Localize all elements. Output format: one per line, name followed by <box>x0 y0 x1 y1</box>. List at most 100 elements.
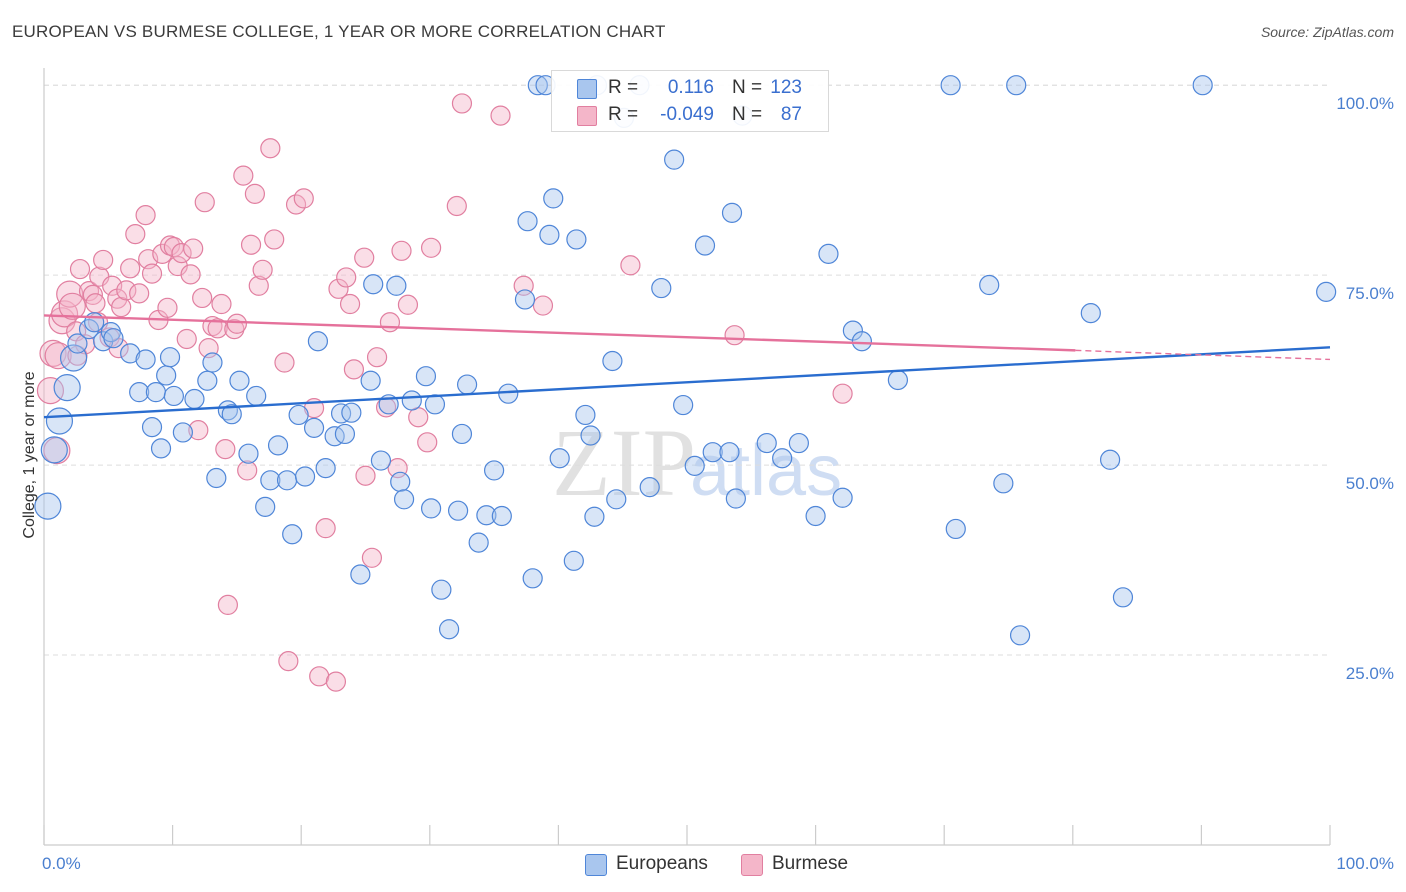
data-point <box>360 370 381 391</box>
data-point <box>1112 587 1134 608</box>
burmese-r-value: -0.049 <box>660 104 714 125</box>
data-point <box>120 258 141 279</box>
data-point <box>420 237 442 258</box>
data-point <box>233 165 254 186</box>
x-tick-label: 0.0% <box>42 854 81 873</box>
data-point <box>307 331 329 352</box>
data-point <box>832 487 853 508</box>
data-point <box>192 287 213 309</box>
data-point <box>397 294 419 315</box>
data-point <box>522 568 543 589</box>
tick-labels: 25.0% 50.0% 75.0% 100.0% 0.0% 100.0% <box>42 94 1394 873</box>
data-point <box>415 366 437 387</box>
data-point <box>309 666 330 687</box>
data-point <box>129 283 150 304</box>
europeans-trend-line <box>43 346 1331 419</box>
data-point <box>240 234 262 255</box>
data-point <box>417 432 438 453</box>
trend-lines <box>43 314 1331 419</box>
data-point <box>721 202 743 223</box>
data-point <box>424 394 446 415</box>
data-point <box>664 149 685 170</box>
data-point <box>267 435 289 456</box>
data-point <box>129 382 150 403</box>
data-point <box>887 369 909 391</box>
data-point <box>379 312 401 333</box>
chart-title: EUROPEAN VS BURMESE COLLEGE, 1 YEAR OR M… <box>12 22 666 41</box>
data-point <box>224 318 245 340</box>
data-point <box>391 240 412 261</box>
data-point <box>59 344 88 372</box>
y-tick-label: 25.0% <box>1346 664 1394 683</box>
data-point <box>1316 281 1337 302</box>
data-point <box>135 205 156 226</box>
data-point <box>221 404 242 425</box>
data-point <box>725 488 746 509</box>
data-point <box>341 402 362 423</box>
data-point <box>34 492 62 520</box>
data-point <box>103 328 124 349</box>
data-point <box>514 289 536 310</box>
source-label: Source: ZipAtlas.com <box>1260 24 1394 40</box>
data-point <box>361 547 383 568</box>
data-point <box>355 465 376 486</box>
data-point <box>818 243 839 264</box>
data-point <box>78 318 100 340</box>
data-point <box>125 224 146 245</box>
data-point <box>145 382 166 403</box>
data-point <box>84 312 105 333</box>
x-tick-label: 100.0% <box>1336 854 1394 873</box>
data-point <box>93 249 114 271</box>
data-point <box>45 407 74 435</box>
data-point <box>684 455 705 476</box>
watermark-atlas: atlas <box>690 431 842 511</box>
data-point <box>805 505 826 527</box>
data-point <box>451 423 473 445</box>
data-point <box>719 442 740 463</box>
data-point <box>498 383 519 404</box>
data-point <box>197 370 218 391</box>
data-point <box>336 267 357 288</box>
data-point <box>945 518 966 540</box>
data-point <box>215 439 236 460</box>
data-point <box>260 470 281 491</box>
data-point <box>370 450 392 471</box>
data-point <box>1080 303 1101 324</box>
data-point <box>350 564 371 585</box>
europeans-legend-swatch <box>585 854 607 876</box>
data-point <box>288 404 309 426</box>
data-point <box>532 295 554 316</box>
data-point <box>260 138 281 159</box>
data-point <box>543 188 564 209</box>
data-point <box>431 579 452 600</box>
data-point <box>451 93 473 114</box>
data-point <box>673 394 694 416</box>
data-point <box>217 594 238 616</box>
data-point <box>438 619 460 640</box>
data-point <box>575 404 596 426</box>
data-point <box>211 293 232 315</box>
burmese-legend-label: Burmese <box>772 853 849 874</box>
europeans-legend-label: Europeans <box>616 853 708 874</box>
data-point <box>330 403 352 424</box>
data-point <box>278 651 299 672</box>
burmese-legend-swatch <box>741 854 763 876</box>
data-point <box>724 325 745 346</box>
data-point <box>490 105 511 126</box>
data-point <box>188 420 209 441</box>
data-point <box>1099 449 1121 470</box>
europeans-r-value: 0.116 <box>667 77 714 98</box>
burmese-n-label: N = <box>732 104 763 125</box>
data-point <box>446 195 467 217</box>
data-point <box>184 388 205 410</box>
data-point <box>447 500 469 521</box>
data-point <box>851 331 872 352</box>
y-tick-label: 50.0% <box>1346 474 1394 493</box>
data-point <box>229 370 250 391</box>
burmese-swatch <box>577 106 597 126</box>
data-point <box>940 75 961 96</box>
watermark-zip: ZIP <box>552 409 696 516</box>
data-point <box>176 328 197 350</box>
data-point <box>111 296 132 318</box>
data-point <box>401 390 422 411</box>
